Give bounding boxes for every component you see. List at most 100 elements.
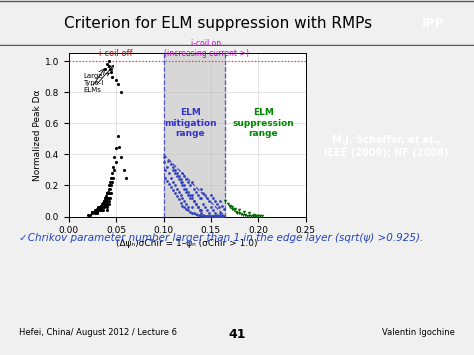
Point [175,197,182,202]
Point [97,203,105,208]
Point [177,192,184,198]
Point [184,207,192,213]
Point [211,214,219,219]
Point [91,209,99,215]
Point [98,201,106,207]
Point [236,211,243,216]
Point [103,195,110,201]
Point [171,167,179,173]
Point [160,155,167,160]
Point [207,214,215,219]
Point [203,213,211,219]
Point [201,204,209,210]
Point [108,69,115,75]
Point [102,203,109,208]
Point [243,213,251,219]
Point [200,201,207,207]
Point [221,198,229,204]
Point [103,190,110,196]
Point [207,214,215,219]
Point [203,195,211,201]
Point [99,201,107,207]
Point [89,209,96,215]
Point [103,204,110,210]
Point [190,186,198,191]
Point [171,190,179,196]
Text: Valentin Igochine: Valentin Igochine [382,328,455,337]
Point [175,173,182,179]
Point [171,170,179,176]
Point [181,173,188,179]
Point [240,209,248,215]
Point [93,206,101,212]
Point [205,211,213,216]
Point [179,170,186,176]
Point [162,175,169,180]
Point [181,204,188,210]
Point [217,214,224,219]
Point [98,203,106,208]
Point [213,214,220,219]
Point [209,195,217,201]
Point [112,145,120,151]
Point [109,164,117,170]
Point [107,195,114,201]
Point [107,66,114,72]
Point [192,201,200,207]
Point [196,212,203,218]
Point [160,159,167,165]
Point [107,186,114,191]
Point [86,212,93,218]
Point [247,213,255,219]
Text: 41: 41 [228,328,246,342]
Point [196,207,203,213]
Point [105,201,112,207]
Point [217,211,224,216]
Point [101,198,109,204]
Point [186,195,194,201]
Point [98,204,106,210]
Point [105,58,112,64]
Point [209,214,217,219]
Point [112,159,120,165]
Point [84,212,91,218]
Point [205,214,213,219]
Point [203,207,211,213]
Y-axis label: Normalized Peak Dα: Normalized Peak Dα [33,89,42,181]
Point [198,213,205,218]
Point [198,195,205,201]
Point [219,214,226,219]
Point [100,198,108,204]
Point [186,192,194,198]
Text: Hefei, China/ August 2012 / Lecture 6: Hefei, China/ August 2012 / Lecture 6 [19,328,177,337]
Point [97,203,105,208]
Bar [164,53,225,217]
Point [167,175,175,180]
Text: i-coil on
(increasing current->): i-coil on (increasing current->) [164,38,249,58]
Point [237,211,245,217]
Point [97,204,105,210]
Point [253,214,260,219]
Point [93,211,101,216]
Point [114,133,122,138]
Point [95,206,103,212]
Point [192,201,200,207]
Point [103,190,110,196]
Point [89,211,96,216]
Point [104,201,111,207]
Point [117,155,125,160]
Point [241,212,249,218]
Text: IPP: IPP [422,17,445,29]
Point [207,204,215,210]
Point [184,192,192,198]
Point [175,176,182,182]
Point [96,204,104,210]
Point [169,180,177,185]
Point [173,186,181,191]
Point [103,207,110,213]
Point [192,211,200,217]
Point [194,204,201,210]
Point [184,189,192,195]
Point [101,195,109,201]
Point [96,207,104,213]
